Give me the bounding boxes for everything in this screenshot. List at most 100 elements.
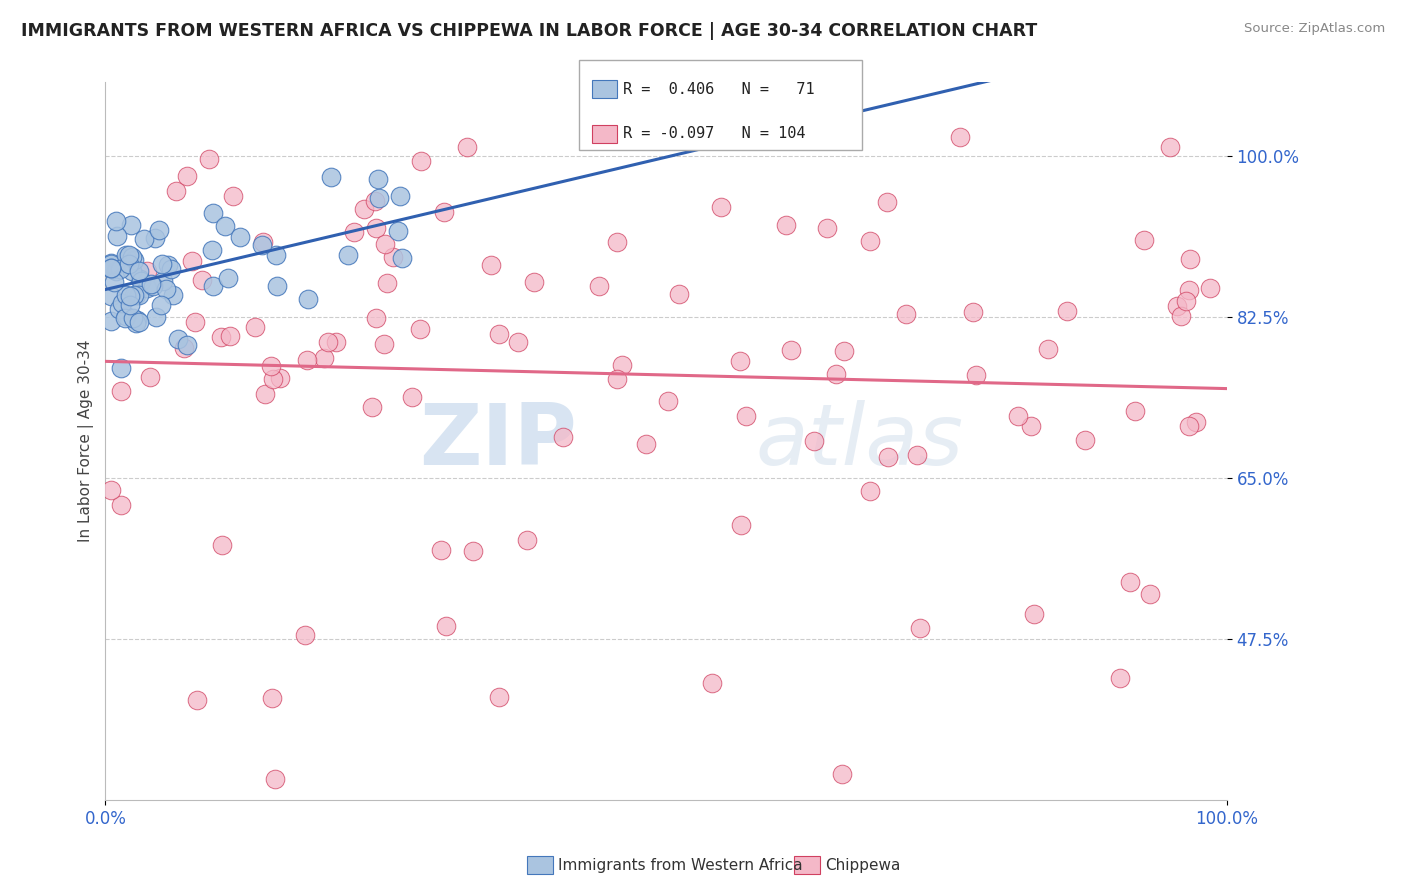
Point <box>612 358 634 372</box>
Text: IMMIGRANTS FROM WESTERN AFRICA VS CHIPPEWA IN LABOR FORCE | AGE 30-34 CORRELATIO: IMMIGRANTS FROM WESTERN AFRICA VS CHIPPE… <box>21 22 1038 40</box>
Point <box>105 228 128 243</box>
Point <box>401 390 423 404</box>
Point <box>965 368 987 383</box>
Point <box>319 169 342 184</box>
Point <box>297 292 319 306</box>
Point <box>1199 281 1222 295</box>
Point <box>266 248 288 262</box>
Point <box>122 311 145 326</box>
Point <box>463 544 485 558</box>
Point <box>606 372 628 386</box>
Point <box>105 264 128 278</box>
Point <box>122 288 145 302</box>
Point <box>181 254 204 268</box>
Point <box>488 326 510 341</box>
Point <box>115 247 138 261</box>
Point <box>214 219 236 234</box>
Point <box>108 262 131 277</box>
Point <box>479 258 502 272</box>
Point <box>125 287 148 301</box>
Point <box>387 224 409 238</box>
Point <box>434 619 457 633</box>
Point <box>100 289 122 303</box>
Point <box>115 288 138 302</box>
Point <box>831 767 853 781</box>
Point <box>129 274 152 288</box>
Point <box>374 236 396 251</box>
Point <box>803 434 825 448</box>
Point <box>135 264 157 278</box>
Point <box>859 483 882 498</box>
Point <box>433 205 456 219</box>
Point <box>135 281 157 295</box>
Point <box>859 234 882 248</box>
Point <box>262 372 284 386</box>
Point <box>114 311 136 326</box>
Point <box>775 218 797 232</box>
Point <box>815 221 838 235</box>
Point <box>110 498 132 512</box>
Point <box>409 154 432 169</box>
Point <box>366 310 388 325</box>
Point <box>1185 415 1208 429</box>
Point <box>211 538 233 552</box>
Point <box>252 235 274 250</box>
Point <box>110 361 132 376</box>
Point <box>118 257 141 271</box>
Point <box>111 295 134 310</box>
Point <box>730 517 752 532</box>
Point <box>142 278 165 293</box>
Point <box>262 690 284 705</box>
Point <box>588 279 610 293</box>
Point <box>636 437 658 451</box>
Point <box>201 279 224 293</box>
Point <box>1007 409 1029 423</box>
Point <box>103 275 125 289</box>
Point <box>1133 233 1156 247</box>
Point <box>606 235 628 249</box>
Point <box>730 354 752 368</box>
Point <box>243 319 266 334</box>
Point <box>100 260 122 275</box>
Point <box>155 282 177 296</box>
Point <box>124 316 146 330</box>
Point <box>1170 309 1192 323</box>
Point <box>125 313 148 327</box>
Point <box>360 400 382 414</box>
Point <box>152 274 174 288</box>
Point <box>115 252 138 266</box>
Point <box>409 322 432 336</box>
Point <box>110 384 132 398</box>
Point <box>145 310 167 324</box>
Point <box>949 130 972 145</box>
Point <box>832 344 855 359</box>
Point <box>336 247 359 261</box>
Point <box>100 483 122 498</box>
Point <box>132 232 155 246</box>
Point <box>229 229 252 244</box>
Point <box>295 352 318 367</box>
Point <box>104 213 127 227</box>
Point <box>184 315 207 329</box>
Point <box>121 250 143 264</box>
Point <box>364 194 387 209</box>
Point <box>124 253 146 268</box>
Point <box>388 189 411 203</box>
Point <box>353 202 375 216</box>
Point <box>1119 574 1142 589</box>
Point <box>316 334 339 349</box>
Point <box>1073 433 1095 447</box>
Point <box>1159 140 1181 154</box>
Point <box>150 257 173 271</box>
Point <box>156 258 179 272</box>
Point <box>1123 404 1146 418</box>
Point <box>1177 284 1199 298</box>
Point <box>1019 418 1042 433</box>
Point <box>734 409 756 423</box>
Point <box>114 309 136 323</box>
Text: Source: ZipAtlas.com: Source: ZipAtlas.com <box>1244 22 1385 36</box>
Point <box>825 367 848 381</box>
Point <box>101 261 124 276</box>
Point <box>702 676 724 690</box>
Point <box>894 307 917 321</box>
